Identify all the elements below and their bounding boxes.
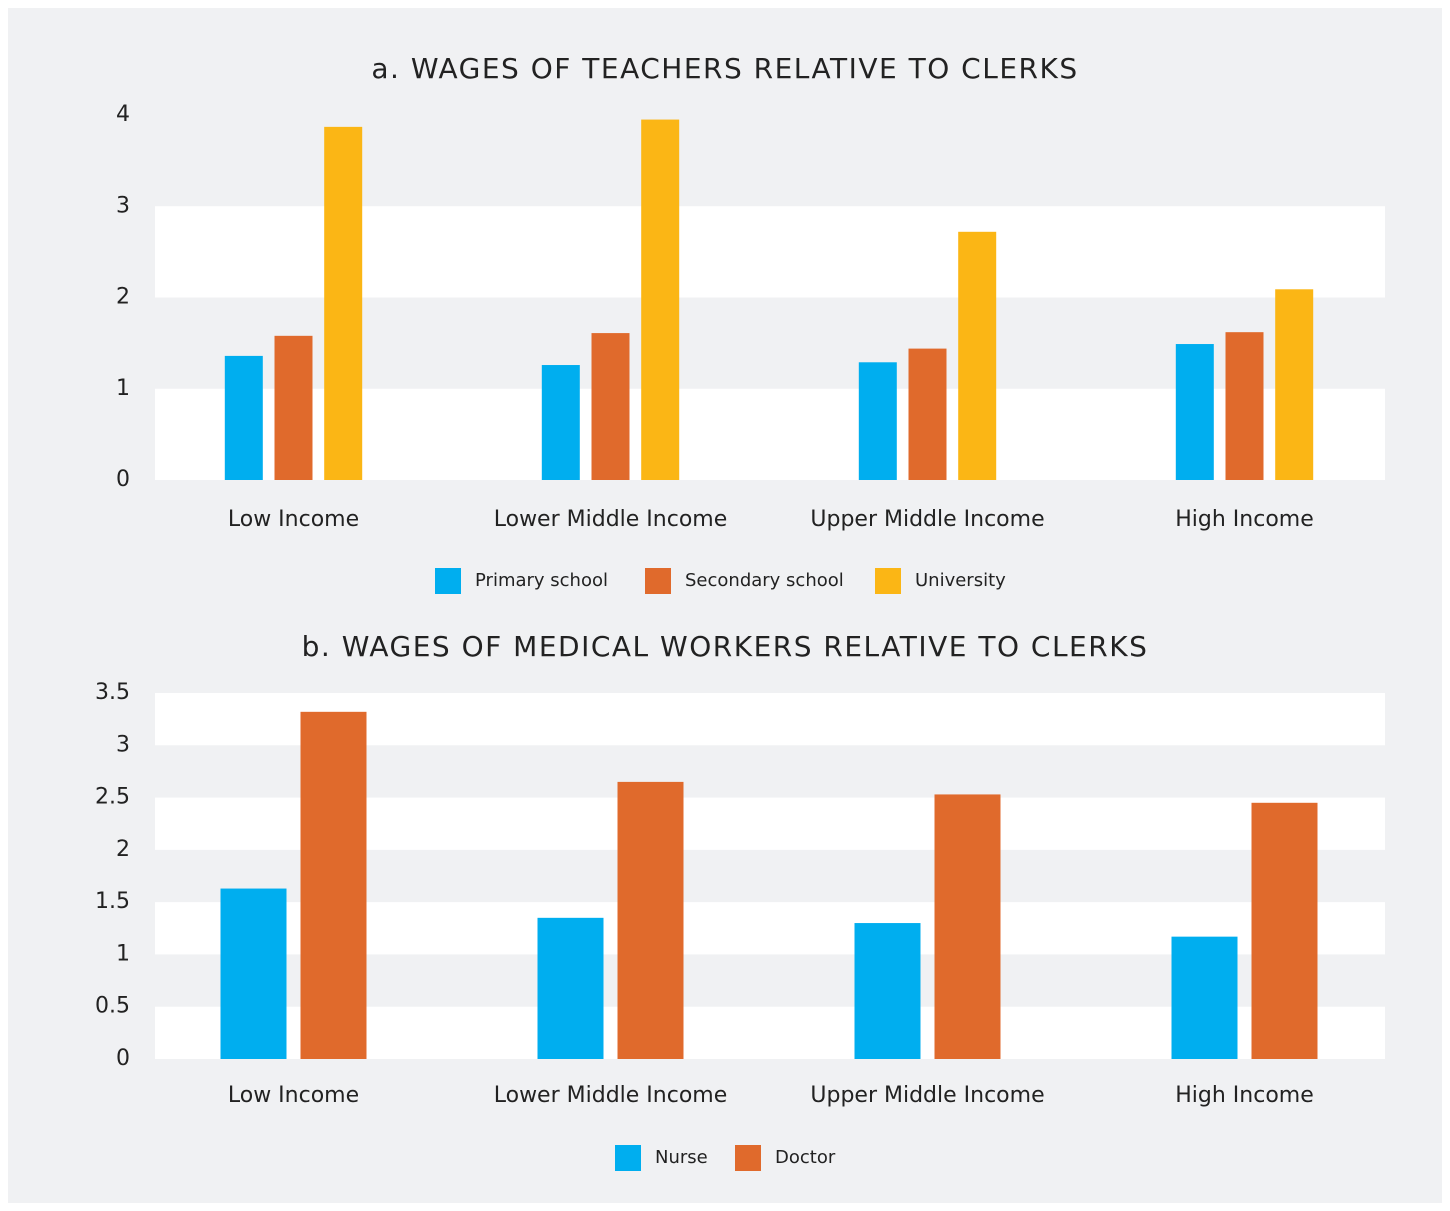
x-tick-label: Low Income bbox=[228, 507, 359, 532]
bar bbox=[1175, 344, 1214, 480]
y-tick-label: 4 bbox=[116, 102, 130, 127]
bar bbox=[1275, 289, 1314, 480]
legend-label: University bbox=[915, 570, 1006, 591]
bar bbox=[1251, 802, 1318, 1059]
y-tick-label: 1.5 bbox=[95, 889, 130, 914]
bar bbox=[617, 781, 684, 1059]
x-tick-label: Low Income bbox=[228, 1083, 359, 1108]
legend-swatch bbox=[875, 568, 901, 594]
chart-title: a. WAGES OF TEACHERS RELATIVE TO CLERKS bbox=[371, 52, 1078, 85]
x-tick-label: Lower Middle Income bbox=[494, 507, 728, 532]
legend-label: Secondary school bbox=[685, 570, 844, 591]
y-tick-label: 0.5 bbox=[95, 994, 130, 1019]
x-tick-label: High Income bbox=[1175, 507, 1314, 532]
bar bbox=[541, 365, 580, 480]
bar bbox=[934, 794, 1001, 1059]
bar bbox=[908, 348, 947, 480]
bar bbox=[858, 362, 897, 480]
bar bbox=[854, 923, 921, 1059]
legend-swatch bbox=[435, 568, 461, 594]
legend-label: Doctor bbox=[775, 1147, 836, 1168]
chart-title: b. WAGES OF MEDICAL WORKERS RELATIVE TO … bbox=[302, 630, 1149, 663]
bar bbox=[1171, 936, 1238, 1059]
legend-label: Primary school bbox=[475, 570, 608, 591]
x-tick-label: Lower Middle Income bbox=[494, 1083, 728, 1108]
y-tick-label: 3 bbox=[116, 193, 130, 218]
legend-label: Nurse bbox=[655, 1147, 708, 1168]
y-tick-label: 1 bbox=[116, 941, 130, 966]
x-tick-label: Upper Middle Income bbox=[810, 1083, 1044, 1108]
y-tick-label: 2 bbox=[116, 285, 130, 310]
y-tick-label: 2 bbox=[116, 837, 130, 862]
legend-swatch bbox=[645, 568, 671, 594]
y-tick-label: 3 bbox=[116, 732, 130, 757]
y-tick-label: 1 bbox=[116, 376, 130, 401]
bar bbox=[641, 119, 680, 480]
bar bbox=[591, 333, 630, 480]
legend-swatch bbox=[735, 1145, 761, 1171]
x-tick-label: High Income bbox=[1175, 1083, 1314, 1108]
bar bbox=[324, 126, 363, 481]
y-tick-label: 2.5 bbox=[95, 785, 130, 810]
bar bbox=[300, 711, 367, 1059]
bar bbox=[958, 231, 997, 480]
bar bbox=[224, 355, 263, 480]
bar bbox=[274, 335, 313, 480]
y-tick-label: 3.5 bbox=[95, 680, 130, 705]
x-tick-label: Upper Middle Income bbox=[810, 507, 1044, 532]
y-tick-label: 0 bbox=[116, 467, 130, 492]
y-tick-label: 0 bbox=[116, 1046, 130, 1071]
bar bbox=[220, 888, 287, 1059]
legend-swatch bbox=[615, 1145, 641, 1171]
bar bbox=[537, 917, 604, 1059]
bar bbox=[1225, 332, 1264, 480]
